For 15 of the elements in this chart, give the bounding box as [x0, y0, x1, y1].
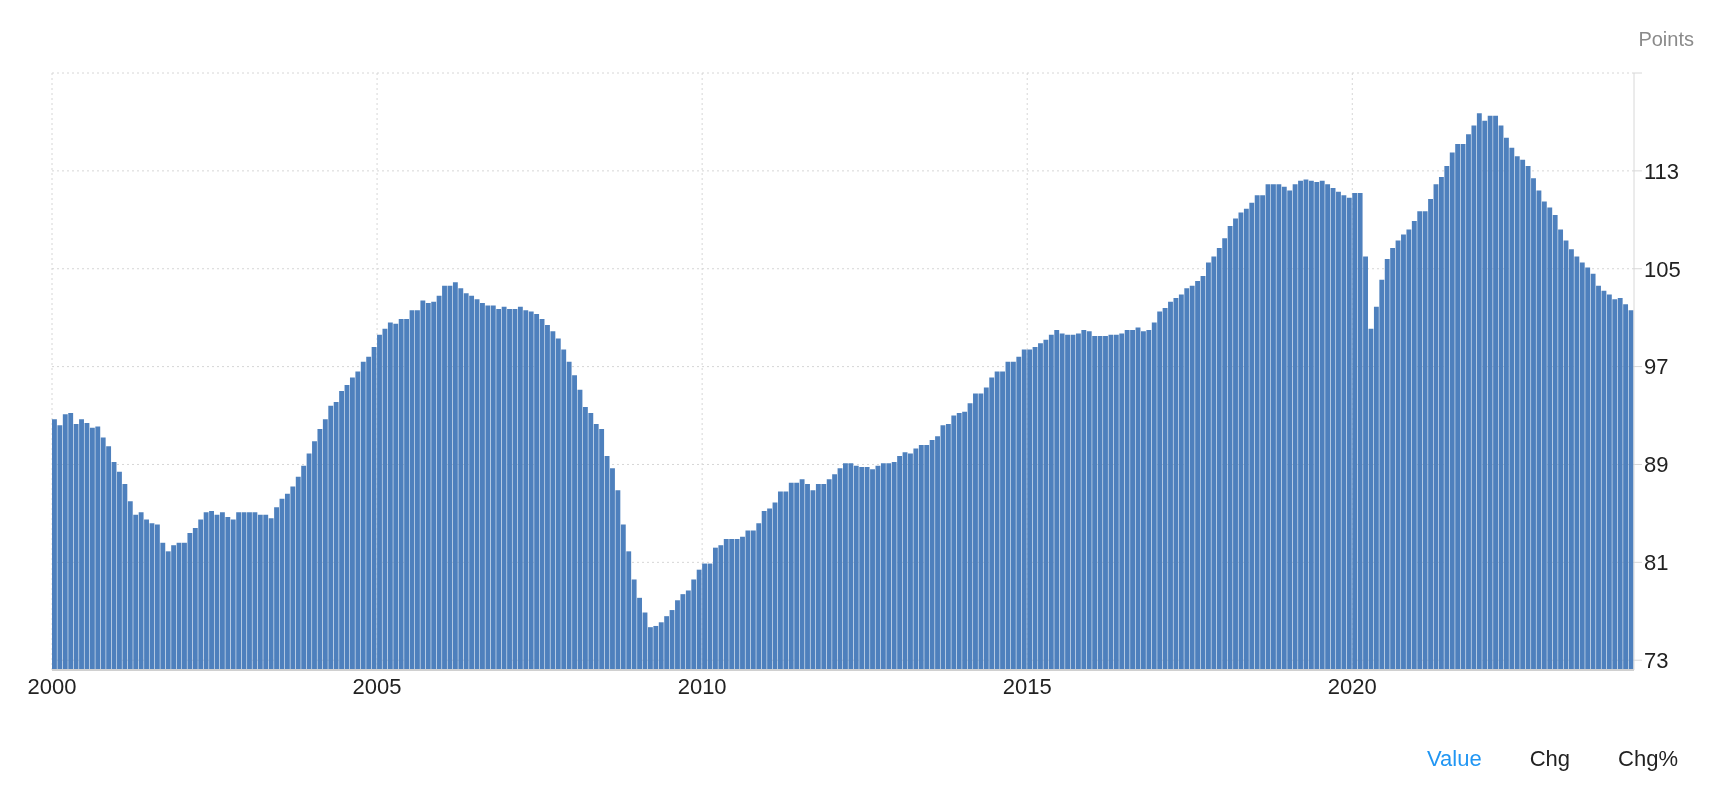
x-tick-label: 2010: [677, 673, 727, 699]
x-tick-label: 2020: [1327, 673, 1377, 699]
x-tick-label: 2005: [352, 673, 402, 699]
y-tick-label: 105: [1644, 256, 1681, 282]
x-tick-label: 2015: [1002, 673, 1052, 699]
y-tick-label: 97: [1644, 354, 1669, 380]
text: Value: [1427, 746, 1482, 772]
y-tick-label: 81: [1644, 550, 1669, 576]
text: Chg%: [1618, 746, 1678, 772]
y-tick-label: 113: [1644, 158, 1680, 184]
y-tick-label: 89: [1644, 452, 1669, 478]
x-tick-label: 2000: [27, 673, 77, 699]
y-axis-title: Points: [1638, 28, 1694, 51]
text: Chg: [1529, 746, 1571, 772]
y-tick-label: 73: [1644, 648, 1669, 674]
